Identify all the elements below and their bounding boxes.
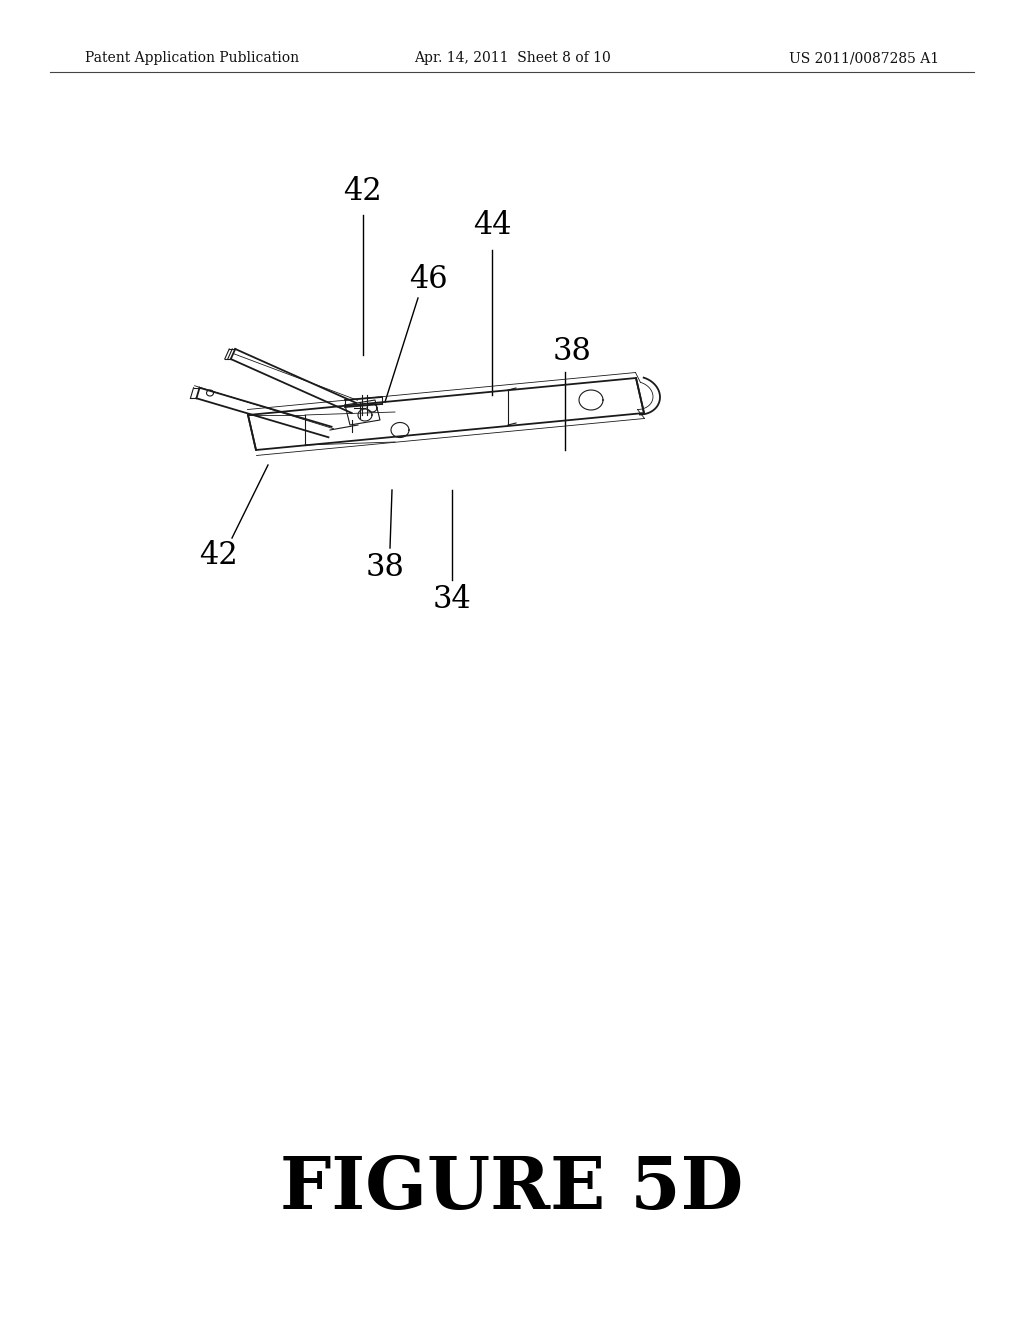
Text: US 2011/0087285 A1: US 2011/0087285 A1: [788, 51, 939, 65]
Text: 38: 38: [553, 337, 592, 367]
Text: 34: 34: [432, 585, 471, 615]
Text: Apr. 14, 2011  Sheet 8 of 10: Apr. 14, 2011 Sheet 8 of 10: [414, 51, 610, 65]
Text: 42: 42: [199, 540, 238, 570]
Text: 42: 42: [344, 177, 382, 207]
Text: Patent Application Publication: Patent Application Publication: [85, 51, 299, 65]
Text: FIGURE 5D: FIGURE 5D: [281, 1152, 743, 1224]
Text: 44: 44: [473, 210, 511, 240]
Text: 46: 46: [409, 264, 447, 296]
Text: 38: 38: [366, 553, 404, 583]
